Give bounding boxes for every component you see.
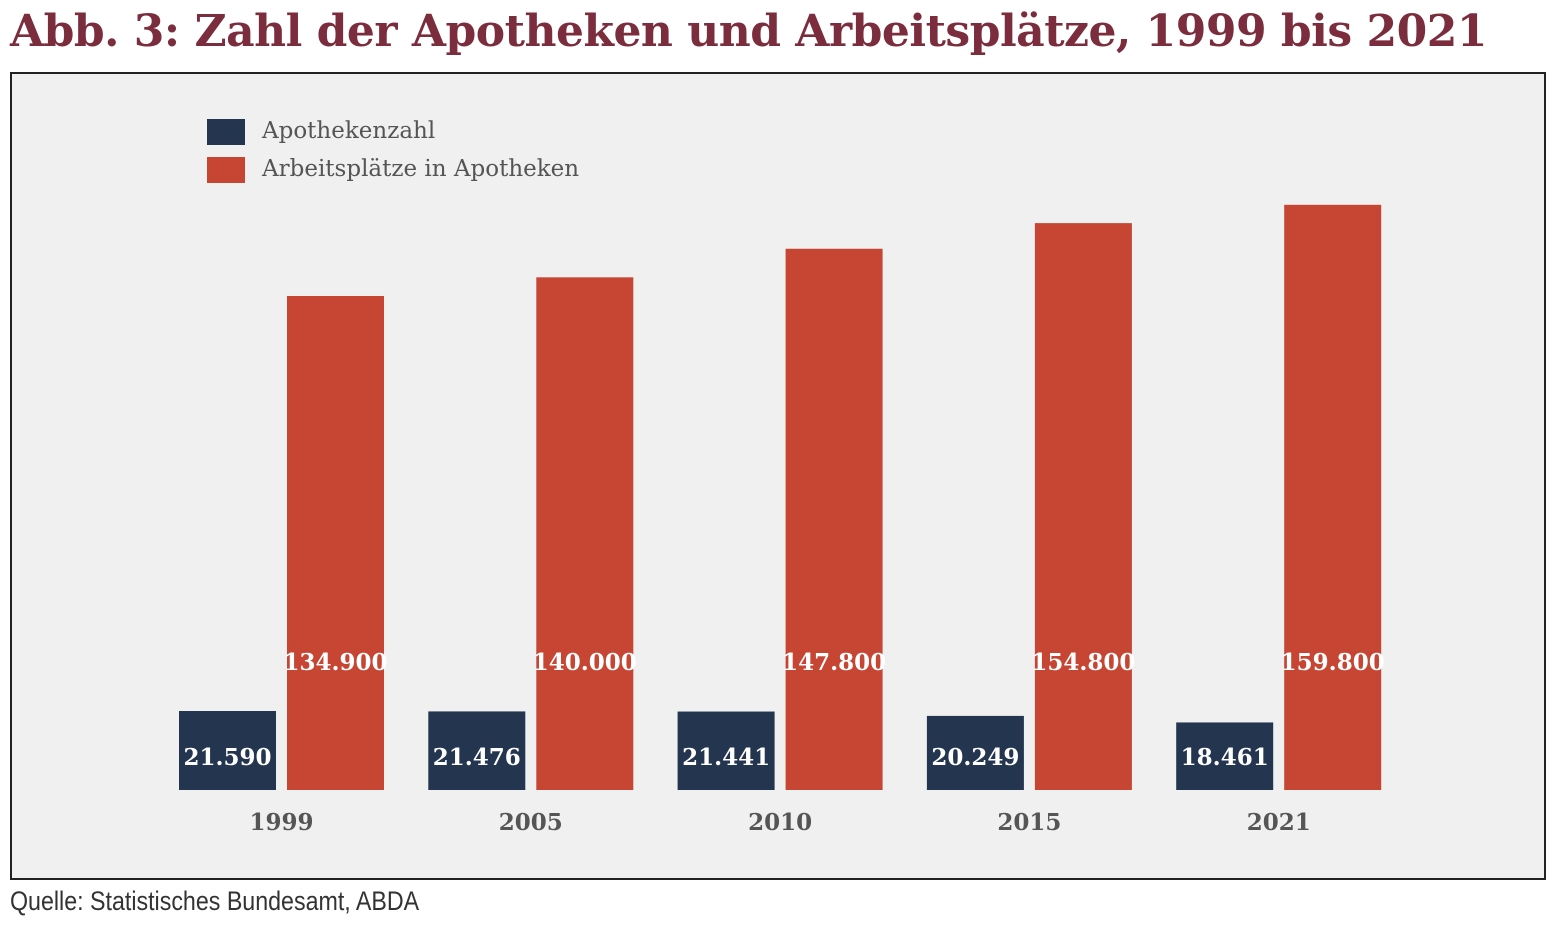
- data-label-arbeitsplaetze-2021: 159.800: [1281, 649, 1385, 676]
- data-label-arbeitsplaetze-2005: 140.000: [533, 649, 637, 676]
- bar-arbeitsplaetze-2015: [1034, 223, 1132, 790]
- chart-title: Abb. 3: Zahl der Apotheken und Arbeitspl…: [10, 6, 1487, 57]
- x-tick-label-2015: 2015: [997, 809, 1061, 836]
- data-label-arbeitsplaetze-1999: 134.900: [283, 649, 387, 676]
- bar-apothekenzahl-2015: [926, 715, 1024, 790]
- x-tick-label-2005: 2005: [499, 809, 563, 836]
- x-tick-label-1999: 1999: [249, 809, 313, 836]
- x-tick-label-2010: 2010: [748, 809, 812, 836]
- bar-arbeitsplaetze-1999: [287, 296, 384, 790]
- legend-label-arbeitsplaetze: Arbeitsplätze in Apotheken: [262, 156, 580, 182]
- bar-arbeitsplaetze-2005: [536, 277, 634, 790]
- legend-label-apothekenzahl: Apothekenzahl: [262, 118, 436, 144]
- data-label-apothekenzahl-2010: 21.441: [682, 744, 770, 771]
- chart-panel: 21.590 134.900 1999 21.476 140.000 2005 21.441…: [10, 72, 1546, 880]
- data-label-arbeitsplaetze-2010: 147.800: [782, 649, 886, 676]
- bar-arbeitsplaetze-2010: [785, 248, 883, 790]
- bar-apothekenzahl-2010: [677, 711, 775, 790]
- bar-apothekenzahl-2021: [1176, 722, 1274, 790]
- source-note: Quelle: Statistisches Bundesamt, ABDA: [10, 886, 420, 916]
- bar-chart: 21.590 134.900 1999 21.476 140.000 2005 21.441…: [179, 204, 1385, 836]
- data-label-apothekenzahl-1999: 21.590: [183, 744, 271, 771]
- bar-arbeitsplaetze-2021: [1284, 204, 1382, 790]
- legend-swatch-apothekenzahl: [207, 119, 245, 145]
- data-label-apothekenzahl-2015: 20.249: [931, 744, 1019, 771]
- data-label-apothekenzahl-2021: 18.461: [1181, 744, 1269, 771]
- bar-apothekenzahl-1999: [179, 711, 276, 790]
- data-label-arbeitsplaetze-2015: 154.800: [1031, 649, 1135, 676]
- data-label-apothekenzahl-2005: 21.476: [433, 744, 521, 771]
- bar-apothekenzahl-2005: [428, 711, 526, 790]
- x-tick-label-2021: 2021: [1247, 809, 1311, 836]
- legend-swatch-arbeitsplaetze: [207, 157, 245, 183]
